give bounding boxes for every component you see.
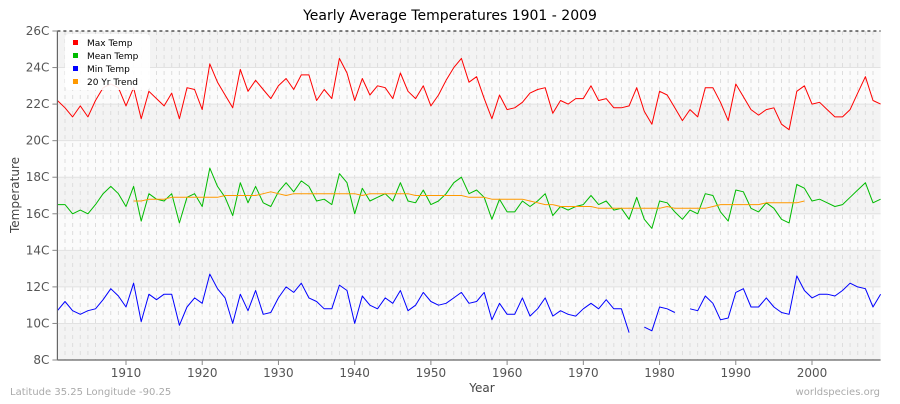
legend-label-min-temp: Min Temp <box>87 65 130 75</box>
series-line-min-temp <box>689 275 882 321</box>
x-tick-label: 1940 <box>339 366 370 380</box>
y-tick-label: 12C <box>26 280 50 294</box>
source-label[interactable]: worldspecies.org <box>796 387 880 398</box>
legend-label-20-yr-trend: 20 Yr Trend <box>87 78 138 88</box>
x-tick-label: 1910 <box>111 366 142 380</box>
series-line-20-yr-trend <box>133 191 805 209</box>
series-line-min-temp <box>644 306 676 332</box>
chart-title: Yearly Average Temperatures 1901 - 2009 <box>302 8 597 24</box>
x-tick-label: 1950 <box>416 366 447 380</box>
series-lines <box>57 57 882 333</box>
y-tick-label: 20C <box>26 134 50 148</box>
y-tick-label: 16C <box>26 207 50 221</box>
series-line-max-temp <box>57 57 881 131</box>
series-line-min-temp <box>57 273 630 333</box>
x-axis-label: Year <box>468 381 494 395</box>
y-tick-label: 14C <box>26 243 50 257</box>
y-tick-label: 8C <box>33 353 49 367</box>
legend-swatch-mean-temp <box>73 53 78 58</box>
y-tick-label: 26C <box>26 24 50 38</box>
location-label: Latitude 35.25 Longitude -90.25 <box>10 387 171 398</box>
axes <box>56 31 881 361</box>
legend-label-mean-temp: Mean Temp <box>87 52 139 62</box>
legend-swatch-max-temp <box>73 40 78 45</box>
x-tick-label: 1920 <box>187 366 218 380</box>
legend-swatch-20-yr-trend <box>73 79 78 84</box>
y-axis-label: Temperature <box>8 157 22 234</box>
x-tick-labels: 1910 1920 1930 1940 1950 1960 1970 1980 1990 2000 <box>111 360 828 380</box>
x-tick-label: 2000 <box>797 366 828 380</box>
y-tick-label: 24C <box>26 61 50 75</box>
legend-box <box>65 34 150 90</box>
y-tick-label: 10C <box>26 316 50 330</box>
legend-swatch-min-temp <box>73 66 78 71</box>
x-tick-label: 1990 <box>721 366 752 380</box>
x-tick-label: 1960 <box>492 366 523 380</box>
x-tick-label: 1970 <box>568 366 599 380</box>
vertical-gridlines <box>64 31 874 360</box>
legend: Max Temp Mean Temp Min Temp 20 Yr Trend <box>65 34 150 90</box>
y-tick-label: 18C <box>26 170 50 184</box>
x-tick-label: 1930 <box>263 366 294 380</box>
series-line-mean-temp <box>57 167 881 229</box>
legend-label-max-temp: Max Temp <box>87 39 133 49</box>
y-tick-label: 22C <box>26 97 50 111</box>
y-tick-labels: 8C 10C 12C 14C 16C 18C 20C 22C 24C 26C <box>26 24 58 367</box>
x-tick-label: 1980 <box>644 366 675 380</box>
